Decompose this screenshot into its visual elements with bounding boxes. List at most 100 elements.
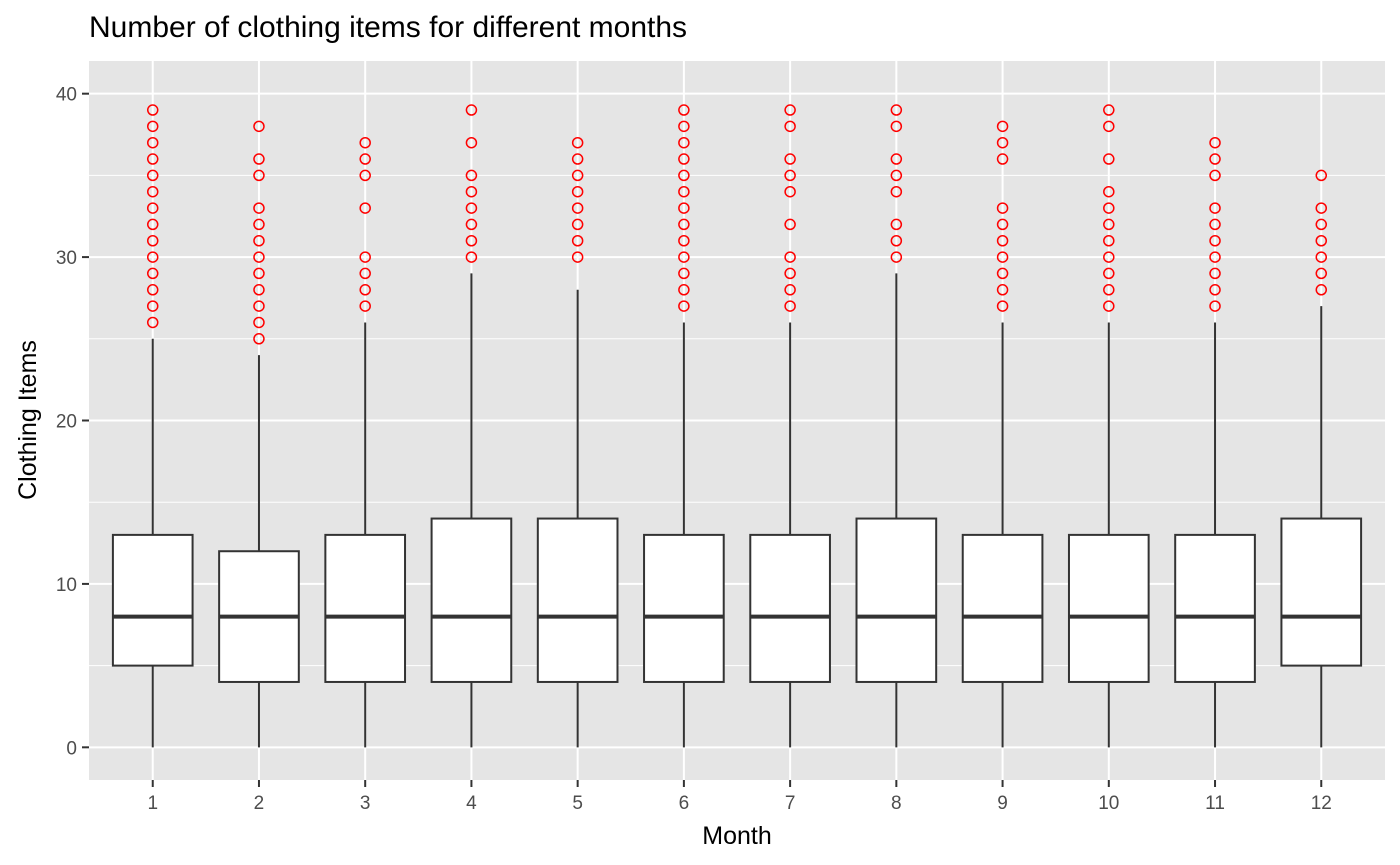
outlier-point [678, 202, 690, 214]
outlier-point [359, 153, 371, 165]
outlier-point [996, 120, 1009, 133]
box [749, 533, 831, 683]
box-month-2 [218, 120, 300, 748]
outlier-point [146, 153, 159, 165]
outlier-point [1209, 267, 1221, 280]
x-tick-label: 1 [147, 793, 158, 814]
box [111, 533, 194, 667]
outlier-point [359, 202, 371, 214]
outlier-point [253, 316, 265, 329]
outlier-point [146, 169, 159, 182]
outlier-point [1209, 153, 1221, 165]
outlier-point [1315, 169, 1328, 182]
outlier-point [571, 136, 584, 149]
outlier-point [146, 267, 159, 280]
outlier-point [253, 235, 265, 247]
outlier-point [890, 120, 903, 133]
outlier-point [996, 153, 1009, 165]
outlier-point [571, 202, 584, 214]
outlier-point [890, 185, 903, 198]
outlier-point [146, 235, 159, 247]
box-month-4 [430, 104, 513, 748]
outlier-point [1103, 218, 1115, 231]
outlier-point [359, 169, 371, 182]
y-axis-title: Clothing Items [14, 340, 42, 500]
outlier-point [1103, 202, 1115, 214]
box-month-9 [961, 120, 1044, 748]
outlier-point [359, 284, 371, 296]
y-tick-label: 0 [66, 738, 77, 759]
outlier-point [1103, 251, 1115, 263]
outlier-point [784, 284, 796, 296]
x-tick-label: 4 [466, 793, 477, 814]
box-month-12 [1280, 169, 1363, 748]
outlier-point [784, 218, 796, 231]
outlier-point [253, 251, 265, 263]
y-tick-label: 20 [56, 412, 77, 433]
outlier-point [996, 136, 1009, 149]
outlier-point [146, 218, 159, 231]
outlier-point [678, 104, 690, 116]
outlier-point [996, 300, 1009, 312]
x-tick-label: 8 [891, 793, 902, 814]
outlier-point [1209, 284, 1221, 296]
x-tick-label: 5 [572, 793, 583, 814]
outlier-point [146, 104, 159, 116]
outlier-point [253, 218, 265, 231]
outlier-point [1103, 267, 1115, 280]
x-axis-title: Month [702, 822, 771, 850]
box [961, 533, 1044, 683]
box [430, 517, 513, 683]
outlier-point [253, 267, 265, 280]
outlier-point [146, 202, 159, 214]
outlier-point [253, 120, 265, 133]
outlier-point [1209, 136, 1221, 149]
outlier-point [253, 153, 265, 165]
outlier-point [571, 218, 584, 231]
outlier-point [890, 218, 903, 231]
outlier-point [465, 202, 478, 214]
x-tick-label: 11 [1205, 793, 1225, 814]
outlier-point [678, 169, 690, 182]
outlier-point [890, 235, 903, 247]
x-tick-label: 9 [997, 793, 1008, 814]
outlier-point [1315, 267, 1328, 280]
outlier-point [1209, 202, 1221, 214]
outlier-point [1209, 169, 1221, 182]
box-month-3 [324, 136, 407, 748]
outlier-point [784, 120, 796, 133]
outlier-point [571, 153, 584, 165]
outlier-point [678, 185, 690, 198]
outlier-point [1103, 104, 1115, 116]
x-tick-label: 6 [679, 793, 690, 814]
outlier-point [678, 300, 690, 312]
outlier-point [890, 169, 903, 182]
x-tick-label: 2 [254, 793, 265, 814]
box-month-11 [1174, 136, 1256, 748]
outlier-point [571, 235, 584, 247]
y-tick-label: 30 [56, 248, 77, 269]
outlier-point [1209, 218, 1221, 231]
outlier-point [784, 169, 796, 182]
box [643, 533, 725, 683]
outlier-point [253, 300, 265, 312]
box-month-6 [643, 104, 725, 748]
outlier-point [1103, 185, 1115, 198]
box [1280, 517, 1363, 667]
box [536, 517, 619, 683]
outlier-point [253, 169, 265, 182]
outlier-point [996, 218, 1009, 231]
x-tick-label: 12 [1311, 793, 1332, 814]
outlier-point [890, 251, 903, 263]
outlier-point [253, 202, 265, 214]
box-month-1 [111, 104, 194, 748]
outlier-point [784, 153, 796, 165]
outlier-point [890, 104, 903, 116]
outlier-point [465, 251, 478, 263]
outlier-point [784, 251, 796, 263]
outlier-point [253, 284, 265, 296]
outlier-point [146, 120, 159, 133]
outlier-point [465, 104, 478, 116]
